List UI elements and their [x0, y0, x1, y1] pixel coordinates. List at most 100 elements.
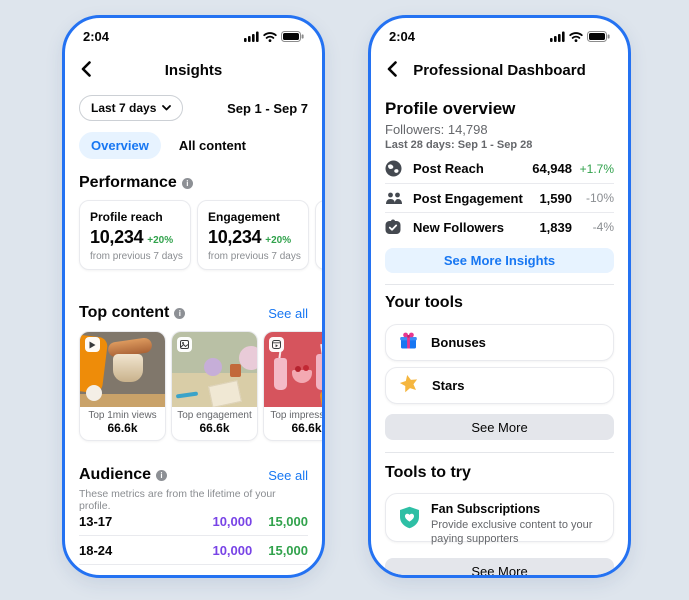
- thumbnail-art: [86, 385, 102, 401]
- info-icon[interactable]: [156, 469, 168, 481]
- age-range: 18-24: [79, 542, 113, 558]
- audience-value-1: 10,000: [212, 513, 253, 529]
- performance-section-header: Performance: [79, 174, 308, 192]
- metric-value: 1,839: [539, 219, 572, 235]
- tab-all-content[interactable]: All content: [178, 137, 246, 153]
- back-button[interactable]: [387, 61, 397, 82]
- metric-label: Engagement: [208, 210, 281, 224]
- page-title: Professional Dashboard: [413, 61, 586, 79]
- audience-title: Audience: [79, 466, 152, 483]
- thumbnail-art: [204, 358, 222, 376]
- tool-card-fan-subscriptions[interactable]: Fan Subscriptions Provide exclusive cont…: [385, 493, 614, 545]
- metric-value: 10,234: [90, 227, 144, 247]
- metric-label: Profile reach: [90, 210, 163, 224]
- tool-card-stars[interactable]: Stars: [385, 367, 614, 404]
- content-card-label: Top engagement: [177, 410, 252, 421]
- thumbnail-art: [316, 354, 322, 390]
- tool-label: Fan Subscriptions: [431, 502, 541, 516]
- people-icon: [385, 191, 413, 206]
- chevron-left-icon: [81, 61, 91, 77]
- metric-delta: +1.7%: [579, 161, 614, 176]
- metric-value: 64,948: [532, 161, 572, 176]
- content-card-top-1min-views[interactable]: Top 1min views 66.6k: [79, 331, 166, 441]
- your-tools-see-more-button[interactable]: See More: [385, 414, 614, 440]
- content-thumbnail: [264, 332, 322, 407]
- page-title: Insights: [164, 61, 223, 79]
- metric-delta: +20%: [265, 235, 292, 246]
- shield-heart-icon: [399, 506, 420, 534]
- audience-value-2: 15,000: [268, 542, 308, 558]
- tab-bar: Overview All content: [79, 131, 308, 159]
- status-bar: 2:04: [83, 28, 304, 45]
- see-more-insights-button[interactable]: See More Insights: [385, 248, 614, 273]
- status-time: 2:04: [83, 29, 110, 44]
- cellular-signal-icon: [244, 31, 259, 42]
- audience-row: 25-34 10,000 15,000: [79, 565, 308, 575]
- tools-to-try-title: Tools to try: [385, 464, 471, 481]
- metric-value: 1,590: [539, 190, 572, 206]
- status-icons: [244, 31, 304, 42]
- performance-card[interactable]: Profile reach 10,234 +20% from previous 7…: [79, 200, 191, 270]
- audience-value-1: 10,000: [212, 572, 252, 575]
- top-content-title: Top content: [79, 304, 170, 321]
- performance-cards: Profile reach 10,234 +20% from previous 7…: [79, 200, 322, 270]
- age-range: 25-34: [79, 572, 212, 575]
- wifi-icon: [569, 32, 583, 42]
- divider: [385, 284, 614, 285]
- star-icon: [399, 374, 419, 398]
- metric-row-new-followers[interactable]: New Followers 1,839 -4%: [385, 212, 614, 241]
- your-tools-title: Your tools: [385, 294, 463, 311]
- top-content-see-all-link[interactable]: See all: [268, 305, 308, 321]
- date-range-dropdown[interactable]: Last 7 days: [79, 95, 184, 121]
- status-bar: 2:04: [389, 28, 610, 45]
- content-card-label: Top impressions: [270, 410, 325, 421]
- nav-bar: Professional Dashboard: [385, 58, 614, 82]
- content-card-label: Top 1min views: [88, 410, 157, 421]
- content-card-value: 66.6k: [199, 421, 230, 435]
- tools-to-try-see-more-button[interactable]: See More: [385, 558, 614, 575]
- tool-label: Stars: [432, 378, 465, 393]
- profile-overview-title: Profile overview: [385, 99, 516, 118]
- status-icons: [550, 31, 610, 42]
- audience-table: 13-17 10,000 15,000 18-24 10,000 15,000 …: [79, 507, 308, 575]
- audience-row: 13-17 10,000 15,000: [79, 507, 308, 536]
- metric-delta: +20%: [147, 235, 174, 246]
- followers-count: Followers: 14,798: [385, 122, 488, 137]
- audience-see-all-link[interactable]: See all: [268, 467, 308, 483]
- chevron-left-icon: [387, 61, 397, 77]
- metric-delta: -4%: [592, 220, 614, 234]
- thumbnail-art: [295, 366, 301, 372]
- content-thumbnail: [80, 332, 165, 407]
- content-card-top-impressions[interactable]: Top impressions 66.6k: [263, 331, 325, 441]
- metric-row-post-reach[interactable]: Post Reach 64,948 +1.7%: [385, 154, 614, 183]
- thumbnail-art: [230, 364, 241, 377]
- content-card-top-engagement[interactable]: Top engagement 66.6k: [171, 331, 258, 441]
- wifi-icon: [263, 32, 277, 42]
- tool-card-bonuses[interactable]: Bonuses: [385, 324, 614, 361]
- info-icon[interactable]: [174, 307, 186, 319]
- content-thumbnail: [172, 332, 257, 407]
- nav-bar: Insights: [79, 58, 308, 82]
- battery-icon: [281, 31, 304, 42]
- metric-row-post-engagement[interactable]: Post Engagement 1,590 -10%: [385, 183, 614, 212]
- thumbnail-art: [292, 370, 312, 383]
- chevron-down-icon: [162, 105, 172, 111]
- performance-card-clipped[interactable]: N 3 fr: [315, 200, 322, 270]
- performance-card[interactable]: Engagement 10,234 +20% from previous 7 da…: [197, 200, 309, 270]
- battery-icon: [587, 31, 610, 42]
- tool-description: Provide exclusive content to your paying…: [431, 519, 593, 546]
- metric-caption: from previous 7 days: [208, 251, 301, 262]
- date-range-label: Sep 1 - Sep 7: [227, 100, 308, 116]
- filter-row: Last 7 days Sep 1 - Sep 7: [79, 95, 308, 121]
- top-content-cards: Top 1min views 66.6k Top engagement 66.6…: [79, 331, 322, 441]
- tool-label: Bonuses: [431, 335, 486, 350]
- content-card-value: 66.6k: [107, 421, 138, 435]
- thumbnail-art: [113, 354, 143, 382]
- thumbnail-art: [239, 346, 257, 370]
- tab-overview[interactable]: Overview: [79, 131, 161, 159]
- video-play-icon: [85, 337, 100, 352]
- info-icon[interactable]: [181, 177, 193, 189]
- back-button[interactable]: [81, 61, 91, 82]
- metric-label: Post Reach: [413, 161, 484, 176]
- metrics-list: Post Reach 64,948 +1.7% Post Engagement …: [385, 154, 614, 241]
